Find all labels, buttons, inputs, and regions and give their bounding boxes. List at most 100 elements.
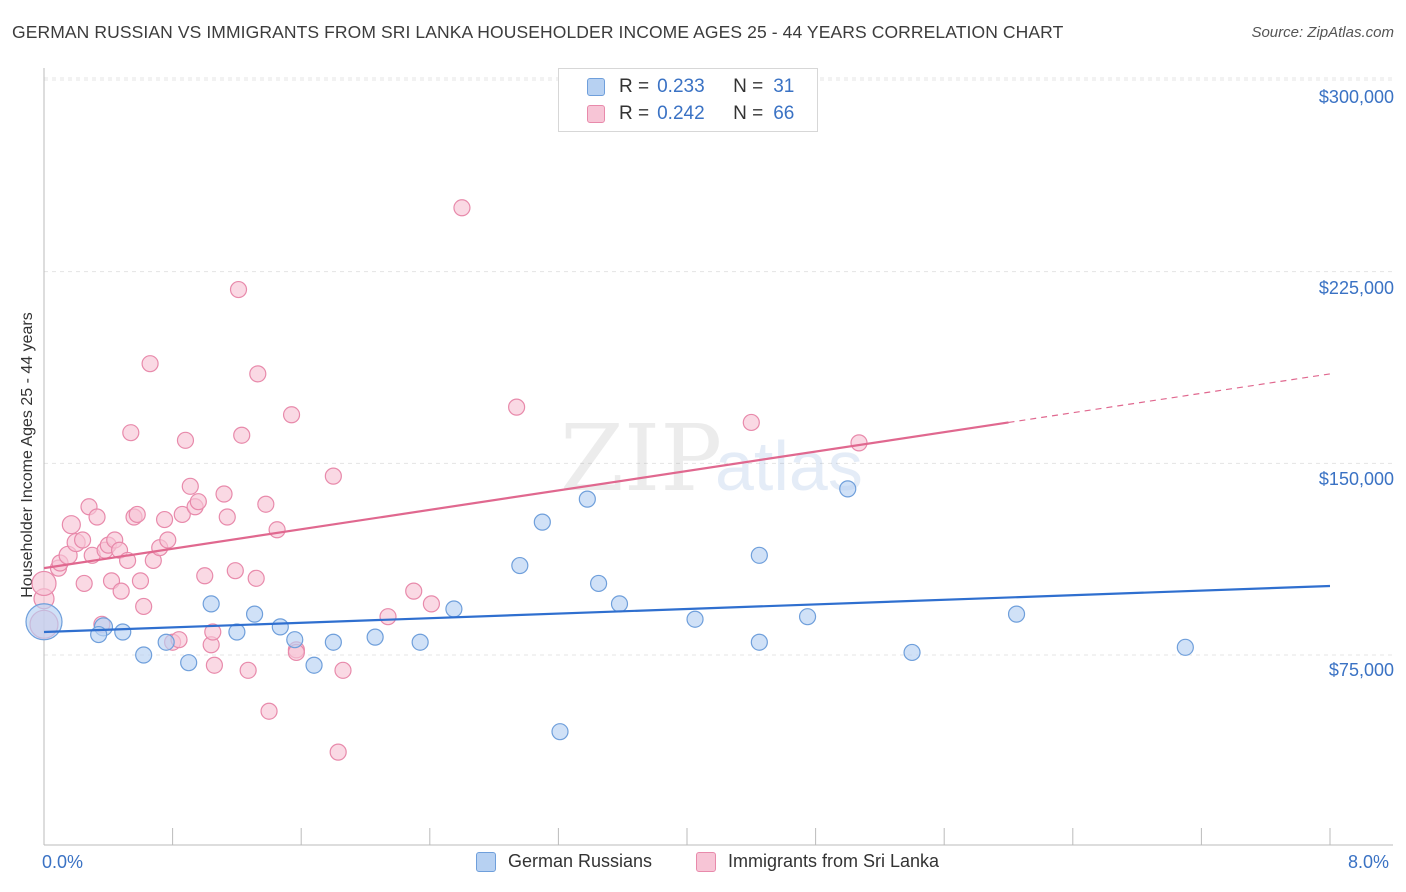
data-point bbox=[75, 574, 93, 593]
data-point bbox=[128, 505, 146, 524]
data-point bbox=[181, 477, 199, 495]
y-tick-300000: $300,000 bbox=[1318, 87, 1394, 107]
data-point bbox=[73, 531, 92, 549]
data-point bbox=[1007, 605, 1026, 623]
data-point bbox=[366, 628, 384, 646]
data-point bbox=[176, 431, 195, 449]
data-point bbox=[453, 199, 471, 217]
data-point bbox=[508, 398, 526, 416]
legend-n-label: N = bbox=[733, 103, 764, 124]
data-point bbox=[324, 633, 342, 651]
data-point bbox=[141, 355, 159, 373]
legend-swatch-pink bbox=[587, 105, 605, 123]
german-russians-trend-line bbox=[43, 584, 1331, 634]
trend-lines bbox=[43, 373, 1331, 634]
data-point bbox=[839, 480, 857, 498]
legend-item-german-russians[interactable]: German Russians bbox=[476, 851, 652, 872]
watermark: ZIP atlas bbox=[560, 405, 863, 512]
data-point bbox=[405, 582, 423, 600]
data-point bbox=[155, 510, 174, 529]
series-german-russians bbox=[25, 480, 1194, 741]
data-point bbox=[88, 508, 106, 526]
data-point bbox=[135, 646, 153, 664]
data-point bbox=[686, 610, 704, 628]
data-point bbox=[31, 570, 57, 597]
data-point bbox=[334, 661, 352, 679]
data-point bbox=[329, 743, 347, 761]
data-point bbox=[903, 643, 921, 662]
data-point bbox=[61, 515, 81, 535]
legend-n-label: N = bbox=[733, 76, 764, 97]
data-point bbox=[271, 618, 289, 636]
data-point bbox=[226, 562, 244, 580]
chart-title: GERMAN RUSSIAN VS IMMIGRANTS FROM SRI LA… bbox=[12, 22, 1064, 42]
data-point bbox=[157, 633, 175, 651]
data-point bbox=[196, 567, 214, 585]
data-point bbox=[135, 597, 153, 616]
data-point bbox=[305, 656, 323, 674]
data-point bbox=[798, 608, 817, 626]
legend-r-value: 0.242 bbox=[657, 103, 705, 124]
data-point bbox=[551, 723, 569, 741]
legend-n-value: 31 bbox=[773, 76, 795, 97]
data-point bbox=[202, 595, 220, 613]
grid-lines bbox=[44, 77, 1393, 656]
data-point bbox=[379, 608, 397, 626]
data-point bbox=[445, 600, 463, 618]
source-label: Source: ZipAtlas.com bbox=[1251, 24, 1394, 41]
data-point bbox=[610, 595, 629, 613]
legend-item-sri-lanka[interactable]: Immigrants from Sri Lanka bbox=[696, 851, 939, 872]
data-point bbox=[750, 633, 768, 651]
x-tick-right: 8.0% bbox=[1348, 852, 1390, 872]
data-point bbox=[1176, 638, 1194, 656]
data-point bbox=[282, 406, 301, 424]
data-point bbox=[533, 513, 551, 531]
data-point bbox=[173, 505, 191, 524]
data-point bbox=[257, 495, 275, 513]
data-point bbox=[25, 603, 63, 641]
data-point bbox=[131, 572, 150, 590]
legend-row-german-russians: R = 0.233 N = 31 bbox=[587, 74, 794, 100]
correlation-legend: R = 0.233 N = 31 R = 0.242 N = 66 bbox=[558, 68, 818, 132]
data-point bbox=[742, 413, 760, 432]
y-tick-150000: $150,000 bbox=[1318, 469, 1394, 489]
data-point bbox=[260, 702, 278, 720]
data-point bbox=[215, 485, 233, 503]
data-point bbox=[589, 574, 608, 593]
data-point bbox=[205, 656, 223, 674]
data-point bbox=[249, 365, 267, 383]
data-point bbox=[239, 661, 257, 679]
legend-row-sri-lanka: R = 0.242 N = 66 bbox=[587, 101, 794, 127]
legend-r-label: R = bbox=[619, 103, 650, 124]
data-point bbox=[324, 467, 342, 485]
data-point bbox=[245, 605, 264, 623]
legend-label: German Russians bbox=[508, 851, 653, 871]
y-tick-75000: $75,000 bbox=[1328, 660, 1394, 680]
data-point bbox=[189, 493, 207, 511]
data-point bbox=[511, 556, 529, 575]
data-point bbox=[204, 623, 222, 641]
data-point bbox=[750, 546, 768, 564]
x-tick-left: 0.0% bbox=[42, 852, 84, 872]
data-point bbox=[112, 582, 130, 600]
data-point bbox=[247, 569, 265, 587]
data-point bbox=[286, 631, 304, 649]
legend-r-value: 0.233 bbox=[657, 76, 705, 97]
data-point bbox=[411, 633, 429, 651]
data-point bbox=[122, 424, 140, 442]
legend-n-value: 66 bbox=[773, 103, 795, 124]
data-point bbox=[180, 654, 198, 672]
legend-label: Immigrants from Sri Lanka bbox=[728, 851, 940, 871]
data-point bbox=[114, 623, 132, 641]
data-point bbox=[578, 490, 596, 508]
data-point bbox=[218, 508, 236, 526]
data-point bbox=[159, 531, 177, 549]
legend-swatch-pink bbox=[696, 851, 716, 872]
data-point bbox=[850, 434, 868, 452]
data-point bbox=[422, 595, 441, 613]
axes bbox=[43, 68, 1393, 846]
watermark-atlas: atlas bbox=[715, 427, 863, 505]
sri-lanka-trend-line bbox=[43, 421, 1009, 570]
legend-swatch-blue bbox=[476, 851, 496, 872]
